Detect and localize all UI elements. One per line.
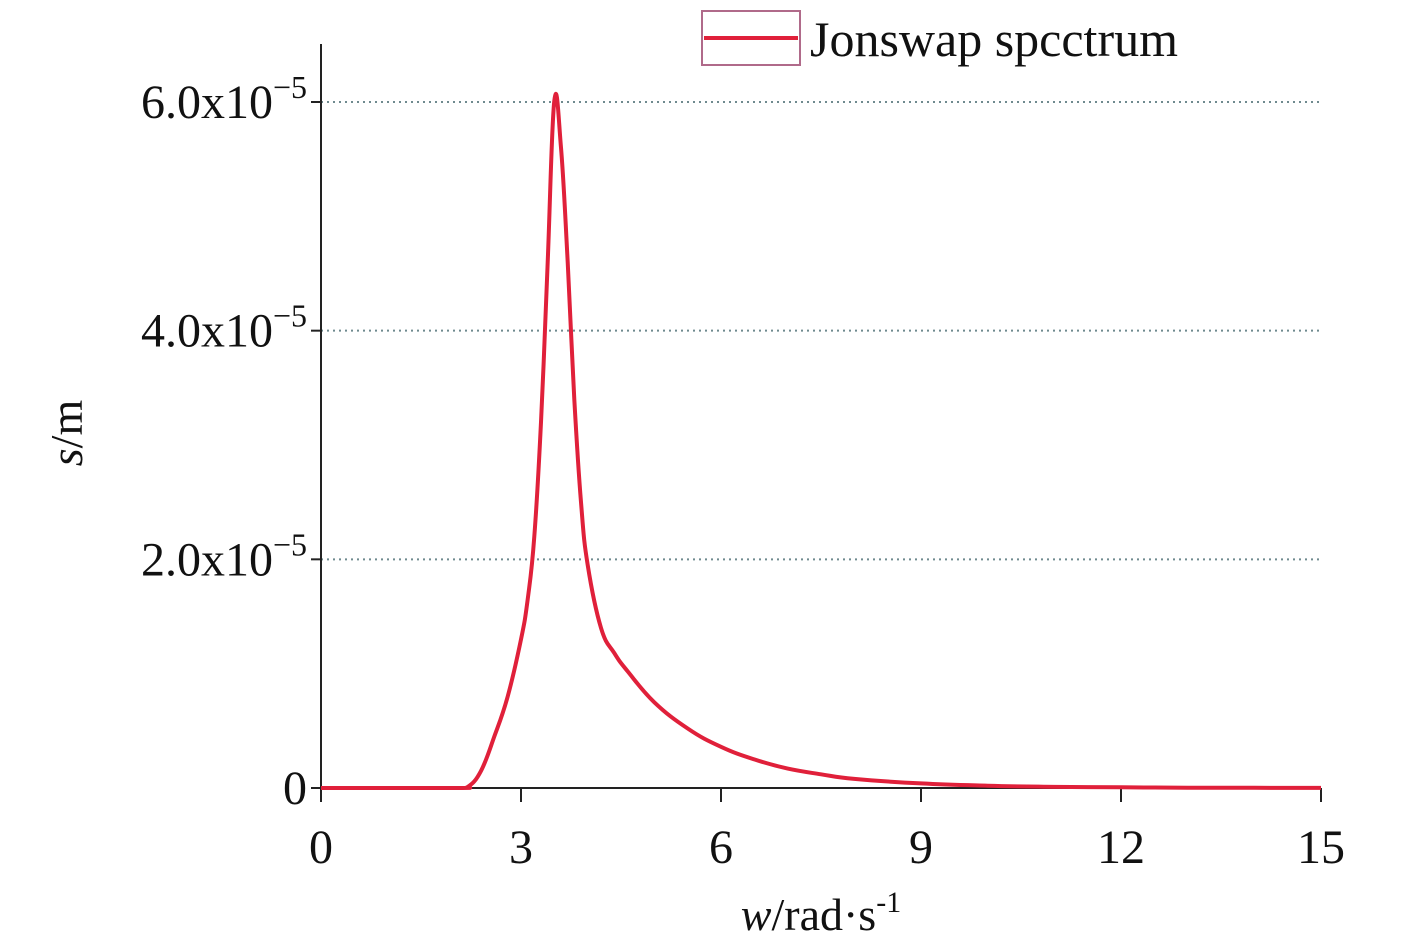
x-axis-unit-exp: -1 [876,886,901,919]
y-axis-title: s/m [41,400,92,467]
y-axis-var: s [41,448,92,466]
grid-lines [321,101,1321,561]
y-tick-mantissa: 6.0x10 [141,76,273,129]
series-line-jonswap [321,91,1322,791]
x-tick-label: 6 [709,821,733,874]
y-tick-label: 0 [283,762,307,815]
y-tick-exponent: −5 [273,298,307,334]
x-tick-label: 3 [509,821,533,874]
x-tick-label: 12 [1097,821,1145,874]
y-tick-mantissa: 4.0x10 [141,305,273,358]
x-tick-label: 0 [309,821,333,874]
axes [320,44,1321,789]
y-tick-exponent: −5 [273,69,307,105]
legend: Jonswap spcctrum [701,10,1178,67]
ticks: 02.0x10−54.0x10−56.0x10−50 3 6 9 12 15 [141,69,1345,874]
x-axis-title: w/rad·s-1 [741,886,901,940]
y-tick-mantissa: 0 [283,762,307,815]
x-axis-unit: /rad·s [771,889,876,940]
legend-swatch-box [701,10,801,66]
y-tick-label: 2.0x10−5 [141,526,307,586]
series-layer [321,91,1322,791]
legend-label: Jonswap spcctrum [810,11,1178,67]
y-axis-unit: /m [41,400,92,449]
x-axis-var: w [741,889,772,940]
y-tick-exponent: −5 [273,526,307,562]
x-tick-label: 9 [909,821,933,874]
y-tick-label: 4.0x10−5 [141,298,307,358]
y-tick-label: 6.0x10−5 [141,69,307,129]
y-tick-mantissa: 2.0x10 [141,533,273,586]
x-tick-label: 15 [1297,821,1345,874]
